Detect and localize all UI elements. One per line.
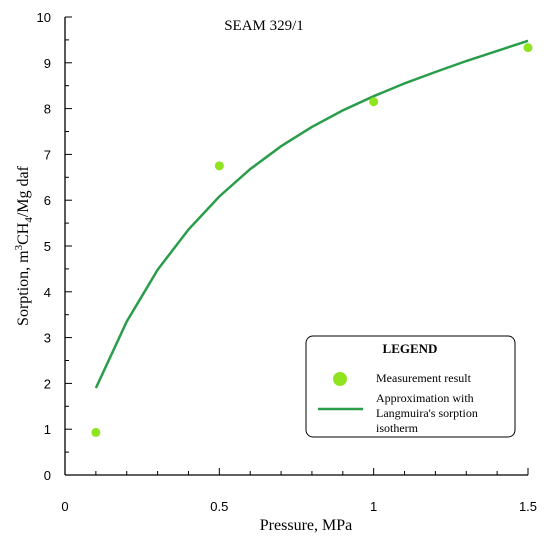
- y-tick-label: 4: [44, 285, 51, 300]
- legend-marker-measurement: [333, 372, 347, 386]
- y-tick-label: 5: [44, 239, 51, 254]
- y-axis-label: Sorption, m3CH4/Mg daf: [13, 165, 35, 326]
- y-axis-label-mid: CH: [15, 222, 32, 245]
- y-axis-label-main: Sorption, m: [15, 250, 32, 326]
- measurement-point: [369, 97, 379, 107]
- y-axis-label-sub: 4: [23, 217, 35, 223]
- legend-title: LEGEND: [383, 341, 438, 356]
- measurement-point: [214, 161, 224, 171]
- measurement-point: [523, 43, 533, 53]
- y-tick-label: 10: [37, 10, 51, 25]
- approximation-curve: [94, 39, 529, 389]
- x-axis-label: Pressure, MPa: [260, 517, 352, 534]
- y-tick-label: 7: [44, 147, 51, 162]
- x-tick-label: 1: [370, 499, 377, 514]
- y-axis-label-end: /Mg daf: [15, 165, 32, 217]
- plot-series: [91, 39, 533, 437]
- legend-label-approximation-2: Langmuira's sorption: [376, 406, 478, 420]
- legend-label-approximation-1: Approximation with: [376, 391, 474, 405]
- y-tick-label: 3: [44, 331, 51, 346]
- x-tick-label: 0.5: [210, 499, 228, 514]
- y-tick-label: 2: [44, 376, 51, 391]
- legend-label-approximation-3: isotherm: [376, 421, 419, 435]
- y-tick-label: 0: [44, 468, 51, 483]
- x-tick-label: 1.5: [519, 499, 537, 514]
- y-tick-label: 1: [44, 422, 51, 437]
- measurement-point: [91, 427, 101, 437]
- legend-label-measurement: Measurement result: [376, 371, 472, 385]
- y-tick-label: 9: [44, 56, 51, 71]
- legend: LEGEND Measurement result Approximation …: [305, 335, 516, 438]
- y-tick-label: 6: [44, 193, 51, 208]
- y-axis-label-sup: 3: [13, 244, 25, 250]
- x-tick-label: 0: [61, 499, 68, 514]
- axes: 0 1 2 3 4 5 6 7 8 9 10 0 0.5 1 1.5: [37, 10, 538, 514]
- chart-title: SEAM 329/1: [224, 18, 304, 34]
- y-tick-label: 8: [44, 102, 51, 117]
- legend-box: [305, 335, 516, 438]
